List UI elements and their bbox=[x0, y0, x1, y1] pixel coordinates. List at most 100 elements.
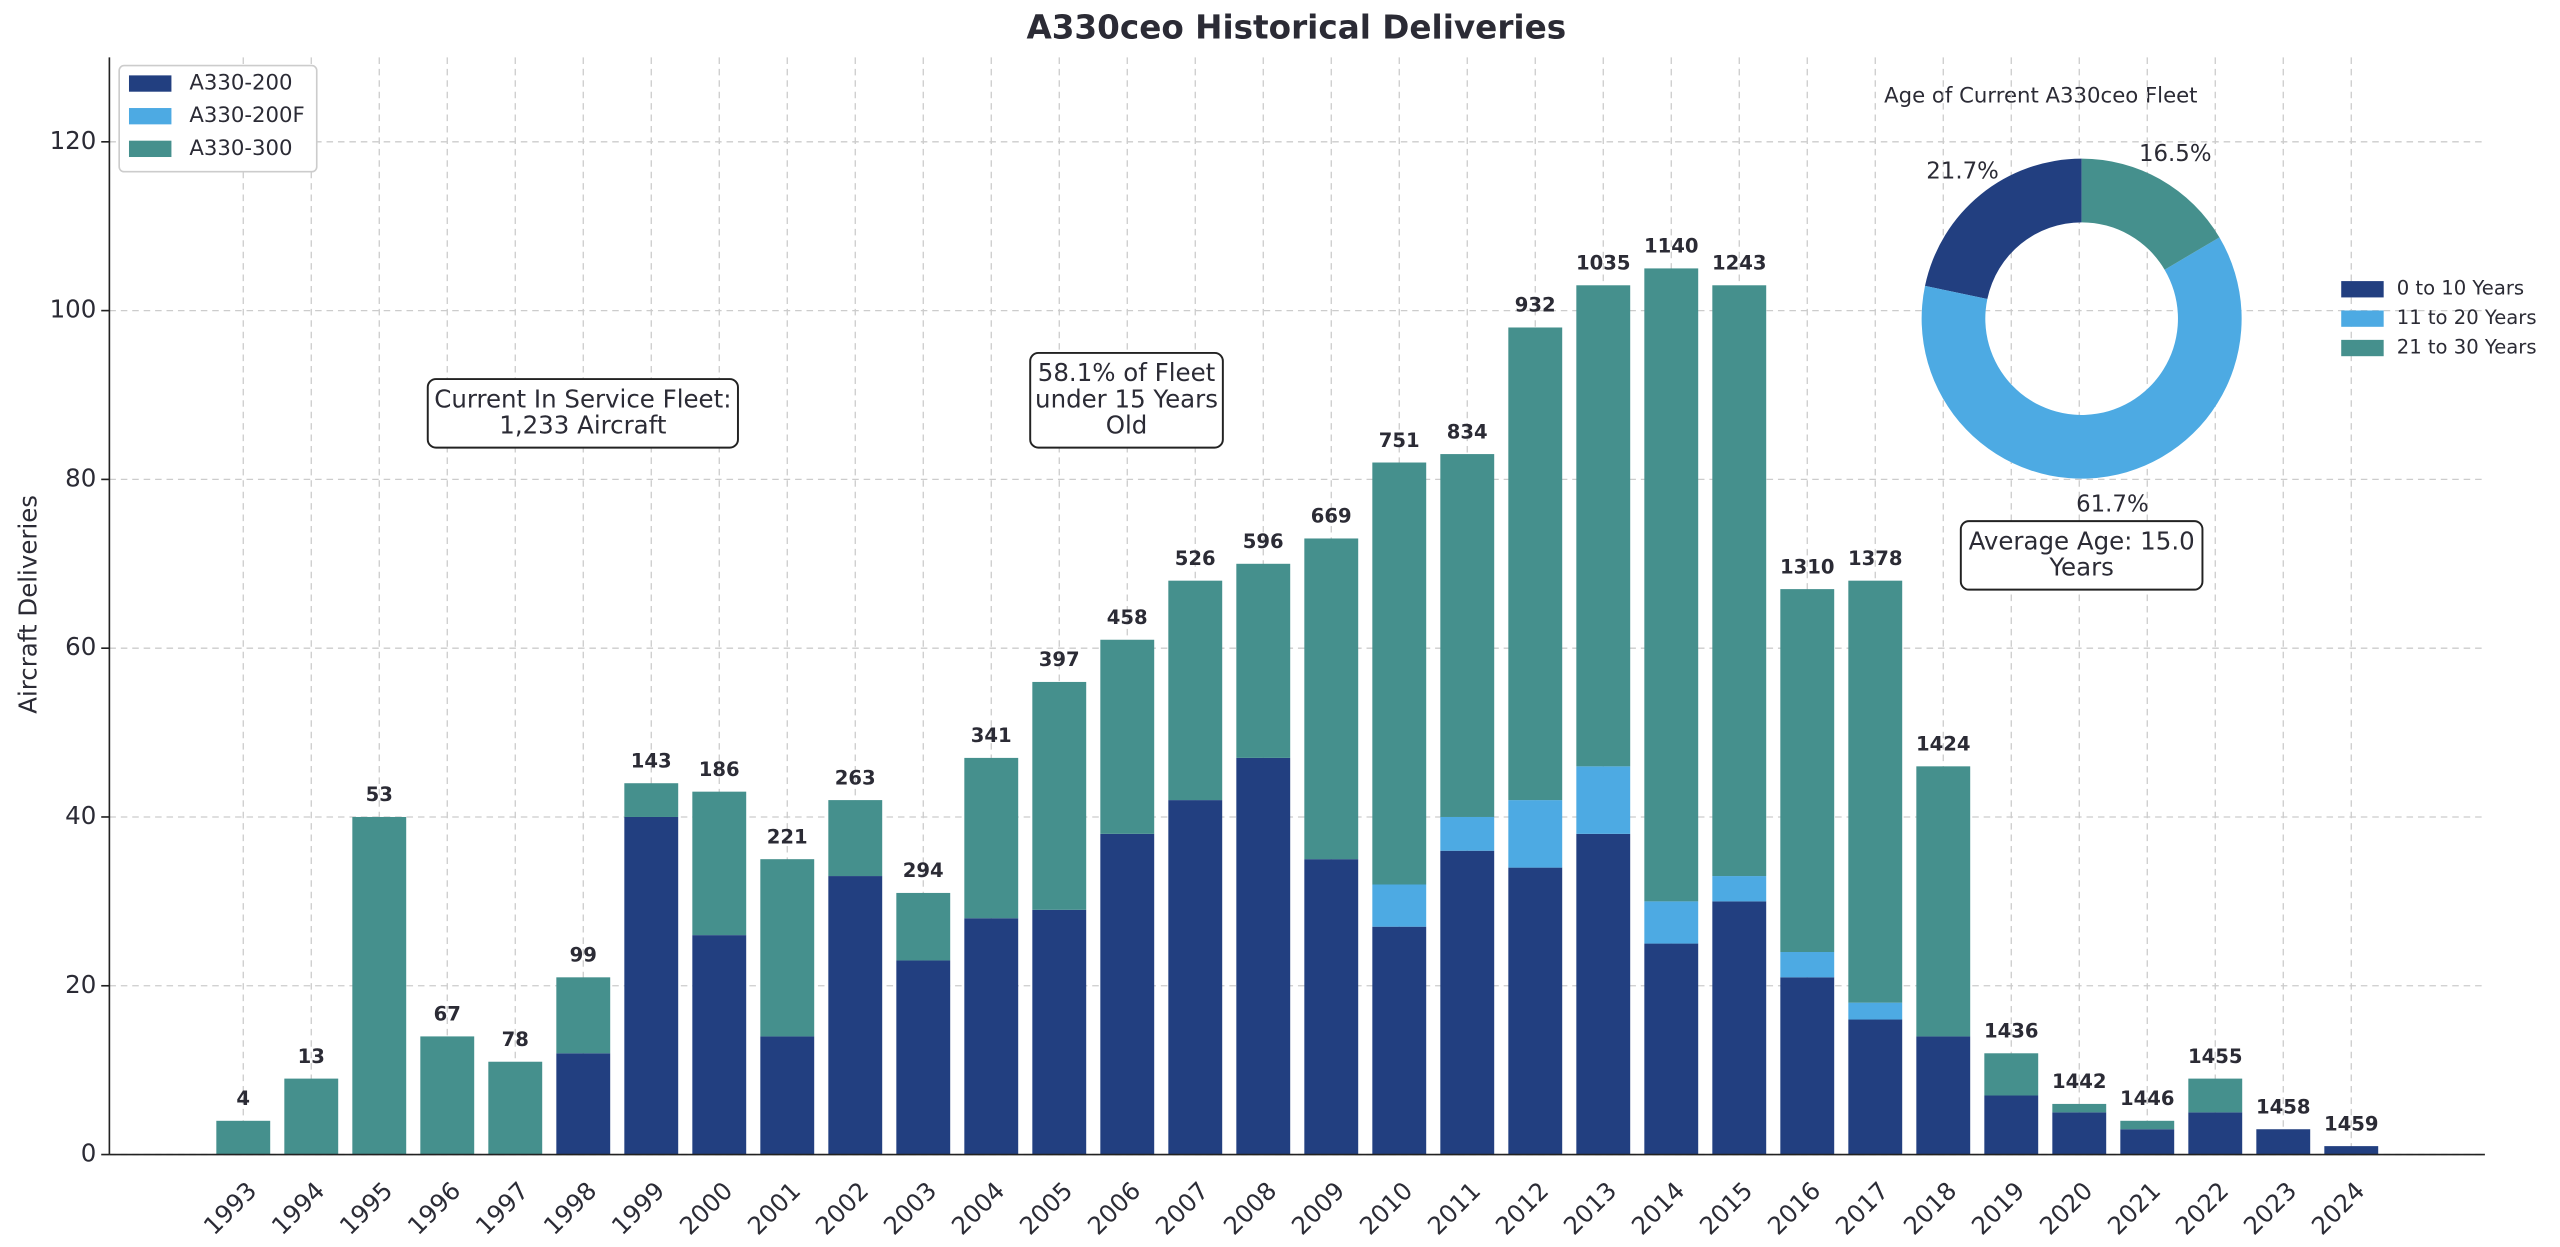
bar-segment bbox=[1508, 327, 1563, 801]
pie-legend-label: 11 to 20 Years bbox=[2397, 306, 2537, 329]
pie-wedge bbox=[1925, 158, 2082, 299]
bar-segment bbox=[1100, 639, 1155, 834]
bar-segment bbox=[2052, 1112, 2107, 1155]
cumulative-label: 53 bbox=[366, 783, 393, 806]
bar-segment bbox=[1440, 816, 1495, 851]
bar-segment bbox=[1916, 766, 1971, 1037]
bar-segment bbox=[1984, 1095, 2039, 1155]
bar-segment bbox=[692, 791, 747, 936]
x-tick-label: 2003 bbox=[878, 1176, 943, 1241]
bar-segment bbox=[1236, 563, 1291, 758]
bar-segment bbox=[1032, 681, 1087, 910]
cumulative-label: 397 bbox=[1039, 648, 1080, 671]
cumulative-label: 1424 bbox=[1916, 733, 1970, 756]
x-tick-label: 2011 bbox=[1422, 1176, 1487, 1241]
pie-legend-swatch bbox=[2341, 310, 2384, 327]
x-tick-label: 1999 bbox=[606, 1176, 671, 1241]
annotation-text: Average Age: 15.0 bbox=[1969, 526, 2195, 555]
x-tick-label: 2017 bbox=[1830, 1176, 1895, 1241]
cumulative-label: 99 bbox=[570, 944, 597, 967]
bar-segment bbox=[1644, 268, 1699, 902]
x-tick-label: 2005 bbox=[1014, 1176, 1079, 1241]
bar-segment bbox=[1372, 884, 1427, 927]
bar-segment bbox=[1780, 589, 1835, 953]
bar-segment bbox=[828, 876, 883, 1155]
y-tick-label: 20 bbox=[65, 970, 96, 999]
x-tick-label: 2022 bbox=[2170, 1176, 2235, 1241]
cumulative-label: 263 bbox=[835, 766, 876, 789]
legend-swatch bbox=[128, 140, 172, 158]
chart-title: A330ceo Historical Deliveries bbox=[1026, 9, 1566, 47]
pie-label: 16.5% bbox=[2139, 141, 2212, 167]
bar-segment bbox=[1712, 285, 1767, 877]
bar-segment bbox=[1304, 859, 1359, 1155]
x-tick-label: 2016 bbox=[1762, 1176, 1827, 1241]
y-tick-label: 100 bbox=[50, 295, 97, 324]
x-tick-label: 2013 bbox=[1558, 1176, 1623, 1241]
cumulative-label: 526 bbox=[1175, 547, 1216, 570]
cumulative-label: 143 bbox=[631, 749, 672, 772]
cumulative-label: 1140 bbox=[1644, 235, 1699, 258]
annotation-box bbox=[1959, 520, 2204, 591]
x-tick-label: 2009 bbox=[1286, 1176, 1351, 1241]
bar-segment bbox=[1644, 943, 1699, 1155]
cumulative-label: 1442 bbox=[2052, 1070, 2107, 1093]
cumulative-label: 1458 bbox=[2256, 1096, 2311, 1119]
bar-segment bbox=[964, 918, 1019, 1155]
pie-title: Age of Current A330ceo Fleet bbox=[1884, 84, 2197, 109]
bar-segment bbox=[1712, 901, 1767, 1155]
bar-segment bbox=[896, 892, 951, 961]
bar-segment bbox=[2256, 1129, 2311, 1155]
x-tick-label: 2006 bbox=[1082, 1176, 1147, 1241]
bar-segment bbox=[352, 816, 407, 1155]
bar-segment bbox=[1780, 977, 1835, 1155]
bar-segment bbox=[692, 935, 747, 1155]
x-tick-label: 2021 bbox=[2102, 1176, 2167, 1241]
bar-segment bbox=[1576, 833, 1631, 1155]
pie-wedge bbox=[2081, 158, 2220, 270]
x-tick-label: 1997 bbox=[470, 1176, 535, 1241]
bar-segment bbox=[760, 1036, 815, 1155]
bar-segment bbox=[284, 1078, 339, 1155]
annotation-box bbox=[1029, 351, 1224, 449]
cumulative-label: 4 bbox=[236, 1087, 250, 1110]
x-tick-label: 2024 bbox=[2306, 1176, 2371, 1241]
x-tick-label: 2012 bbox=[1490, 1176, 1555, 1241]
cumulative-label: 596 bbox=[1243, 530, 1284, 553]
annotation-text: 58.1% of Fleet bbox=[1038, 358, 1216, 387]
annotation-box bbox=[426, 378, 739, 449]
bar-segment bbox=[624, 816, 679, 1155]
annotation-text: Current In Service Fleet: bbox=[434, 384, 731, 413]
bar-segment bbox=[2324, 1146, 2379, 1155]
bar-segment bbox=[1576, 285, 1631, 767]
cumulative-label: 932 bbox=[1515, 294, 1556, 317]
x-tick-label: 2010 bbox=[1354, 1176, 1419, 1241]
x-tick-label: 2001 bbox=[742, 1176, 807, 1241]
bar-segment bbox=[1712, 876, 1767, 902]
cumulative-label: 1436 bbox=[1984, 1020, 2039, 1043]
bar-segment bbox=[1236, 757, 1291, 1155]
bar-segment bbox=[216, 1120, 271, 1155]
bar-segment bbox=[1848, 1002, 1903, 1020]
bar-segment bbox=[2188, 1112, 2243, 1155]
cumulative-label: 1455 bbox=[2188, 1045, 2243, 1068]
legend-swatch bbox=[128, 108, 172, 125]
bar-segment bbox=[420, 1036, 475, 1155]
x-tick-label: 1996 bbox=[402, 1176, 467, 1241]
bar-segment bbox=[760, 859, 815, 1037]
bar-segment bbox=[1576, 766, 1631, 834]
cumulative-label: 1310 bbox=[1780, 555, 1835, 578]
x-tick-label: 2018 bbox=[1898, 1176, 1963, 1241]
legend-swatch bbox=[128, 75, 172, 92]
x-tick-label: 2004 bbox=[946, 1176, 1011, 1241]
x-tick-label: 2023 bbox=[2238, 1176, 2303, 1241]
x-tick-label: 2002 bbox=[810, 1176, 875, 1241]
cumulative-label: 669 bbox=[1311, 505, 1352, 528]
legend-label: A330-200 bbox=[189, 71, 292, 96]
pie-legend-swatch bbox=[2341, 281, 2384, 298]
cumulative-label: 1378 bbox=[1848, 547, 1903, 570]
bar-segment bbox=[1032, 909, 1087, 1155]
cumulative-label: 458 bbox=[1107, 606, 1148, 629]
bar-segment bbox=[556, 1053, 611, 1155]
